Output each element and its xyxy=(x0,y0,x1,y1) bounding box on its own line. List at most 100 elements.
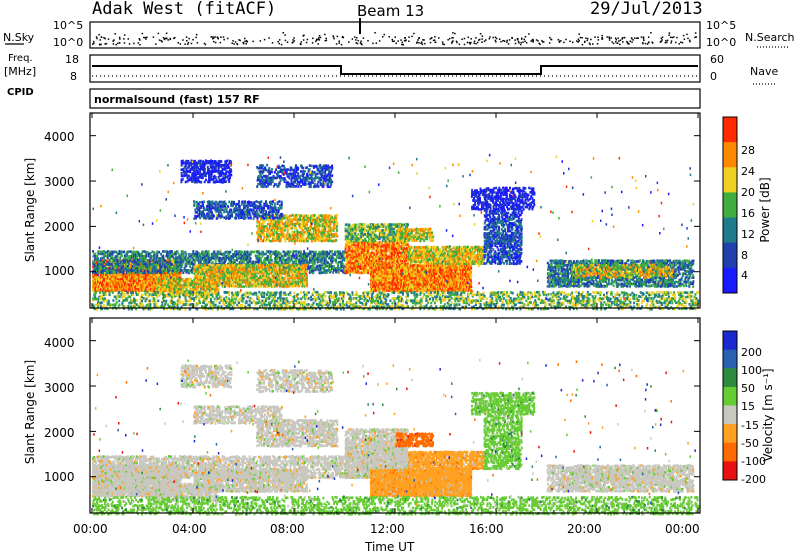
nsky-point xyxy=(408,36,410,38)
nsky-point xyxy=(572,42,574,44)
nsky-point xyxy=(244,38,246,40)
nsky-point xyxy=(616,43,618,45)
nsky-point xyxy=(502,40,504,42)
cpid-panel xyxy=(90,89,700,108)
nsky-point xyxy=(518,42,520,44)
nsky-point xyxy=(577,41,579,43)
nsky-point xyxy=(622,37,624,39)
nsky-point xyxy=(682,42,684,44)
nsky-point xyxy=(563,42,565,44)
nsky-point xyxy=(423,39,425,41)
nsky-point xyxy=(452,40,454,42)
nsky-point xyxy=(661,39,663,41)
nsky-point xyxy=(307,39,309,41)
nsky-point xyxy=(303,35,305,37)
nsky-point xyxy=(469,42,471,44)
nsky-point xyxy=(477,42,479,44)
nsky-point xyxy=(139,44,141,46)
nsky-point xyxy=(467,42,469,44)
nsky-point xyxy=(103,37,105,39)
nsky-point xyxy=(430,38,432,40)
nsky-point xyxy=(482,35,484,37)
nsky-point xyxy=(645,43,647,45)
nsky-point xyxy=(238,39,240,41)
nsky-point xyxy=(306,42,308,44)
nsky-point xyxy=(684,38,686,40)
nsky-point xyxy=(532,39,534,41)
nsky-point xyxy=(416,41,418,43)
nsky-point xyxy=(128,38,130,40)
nsky-point xyxy=(587,38,589,40)
nsky-point xyxy=(379,40,381,42)
nsky-point xyxy=(277,41,279,43)
nsky-point xyxy=(652,42,654,44)
nsky-point xyxy=(119,37,121,39)
nsky-point xyxy=(452,37,454,39)
nsky-point xyxy=(124,34,126,36)
nsky-point xyxy=(232,40,234,42)
nsky-point xyxy=(354,36,356,38)
nsky-point xyxy=(319,35,321,37)
nsky-point xyxy=(397,40,399,42)
nsky-point xyxy=(578,33,580,35)
nsky-point xyxy=(610,37,612,39)
nsky-point xyxy=(676,37,678,39)
nsky-point xyxy=(630,40,632,42)
nsky-point xyxy=(517,39,519,41)
nsky-point xyxy=(631,38,633,40)
nsky-point xyxy=(392,41,394,43)
nsky-point xyxy=(631,41,633,43)
nsky-point xyxy=(408,40,410,42)
nsky-point xyxy=(634,37,636,39)
nsky-point xyxy=(214,36,216,38)
nsky-point xyxy=(129,43,131,45)
nsky-point xyxy=(161,40,163,42)
nsky-point xyxy=(451,42,453,44)
nsky-point xyxy=(99,39,101,41)
nsky-point xyxy=(447,39,449,41)
nsky-point xyxy=(312,38,314,40)
nsky-point xyxy=(461,39,463,41)
nsky-point xyxy=(590,39,592,41)
nsky-point xyxy=(648,36,650,38)
nsky-point xyxy=(144,37,146,39)
nsky-point xyxy=(167,39,169,41)
nsky-point xyxy=(530,40,532,42)
nsky-point xyxy=(449,38,451,40)
nsky-point xyxy=(673,36,675,38)
nsky-point xyxy=(589,44,591,46)
nsky-point xyxy=(442,41,444,43)
nsky-point xyxy=(597,37,599,39)
nsky-point xyxy=(606,36,608,38)
nsky-point xyxy=(123,38,125,40)
nsky-point xyxy=(618,40,620,42)
nsky-point xyxy=(318,37,320,39)
nsky-point xyxy=(303,39,305,41)
nsky-point xyxy=(133,43,135,45)
nsky-point xyxy=(609,39,611,41)
nsky-point xyxy=(584,41,586,43)
nsky-point xyxy=(188,42,190,44)
nsky-point xyxy=(499,38,501,40)
nsky-point xyxy=(272,42,274,44)
power-panel xyxy=(90,113,700,311)
nsky-point xyxy=(352,38,354,40)
nsky-point xyxy=(661,38,663,40)
nsky-point xyxy=(417,39,419,41)
nsky-point xyxy=(601,35,603,37)
nsky-point xyxy=(113,39,115,41)
nsky-point xyxy=(235,41,237,43)
nsky-point xyxy=(212,38,214,40)
nsky-point xyxy=(284,34,286,36)
nsky-point xyxy=(382,36,384,38)
nsky-point xyxy=(481,38,483,40)
nsky-point xyxy=(164,38,166,40)
nsky-point xyxy=(217,36,219,38)
nsky-point xyxy=(456,41,458,43)
nsky-point xyxy=(670,37,672,39)
nsky-point xyxy=(400,39,402,41)
nsky-point xyxy=(342,36,344,38)
nsky-point xyxy=(560,40,562,42)
nsky-point xyxy=(312,42,314,44)
nsky-point xyxy=(355,39,357,41)
